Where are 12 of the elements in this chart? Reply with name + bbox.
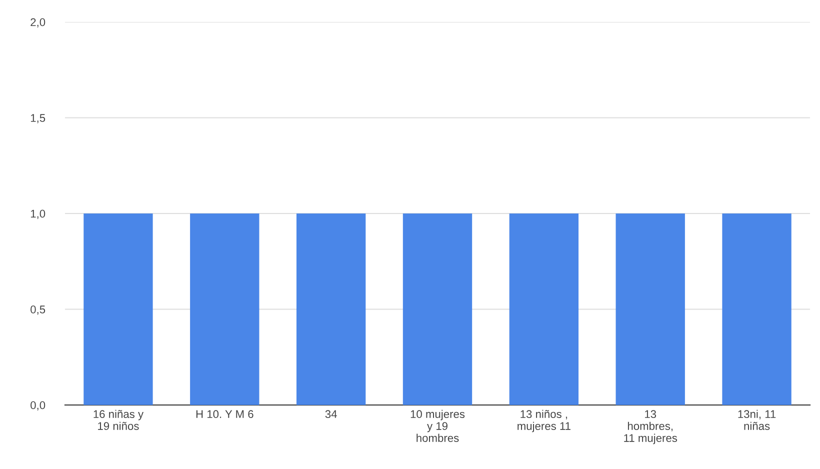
x-tick-label: 16 niñas y 19 niños — [94, 410, 144, 430]
y-tick-label: 2,0 — [30, 18, 46, 28]
x-tick-label: 34 — [325, 410, 337, 418]
x-tick-label: 13 hombres, 11 mujeres — [624, 410, 678, 444]
x-tick-label: H 10. Y M 6 — [196, 410, 254, 418]
y-tick-label: 1,5 — [30, 114, 46, 124]
y-tick-label: 0,5 — [30, 306, 46, 315]
y-tick-label: 0,0 — [30, 401, 46, 410]
y-tick-label: 1,0 — [30, 210, 46, 219]
x-tick-label: 13 niños , mujeres 11 — [518, 410, 570, 432]
x-tick-label: 10 mujeres y 19 hombres — [410, 410, 465, 442]
x-tick-label: 13ni, 11 niñas — [738, 410, 776, 430]
